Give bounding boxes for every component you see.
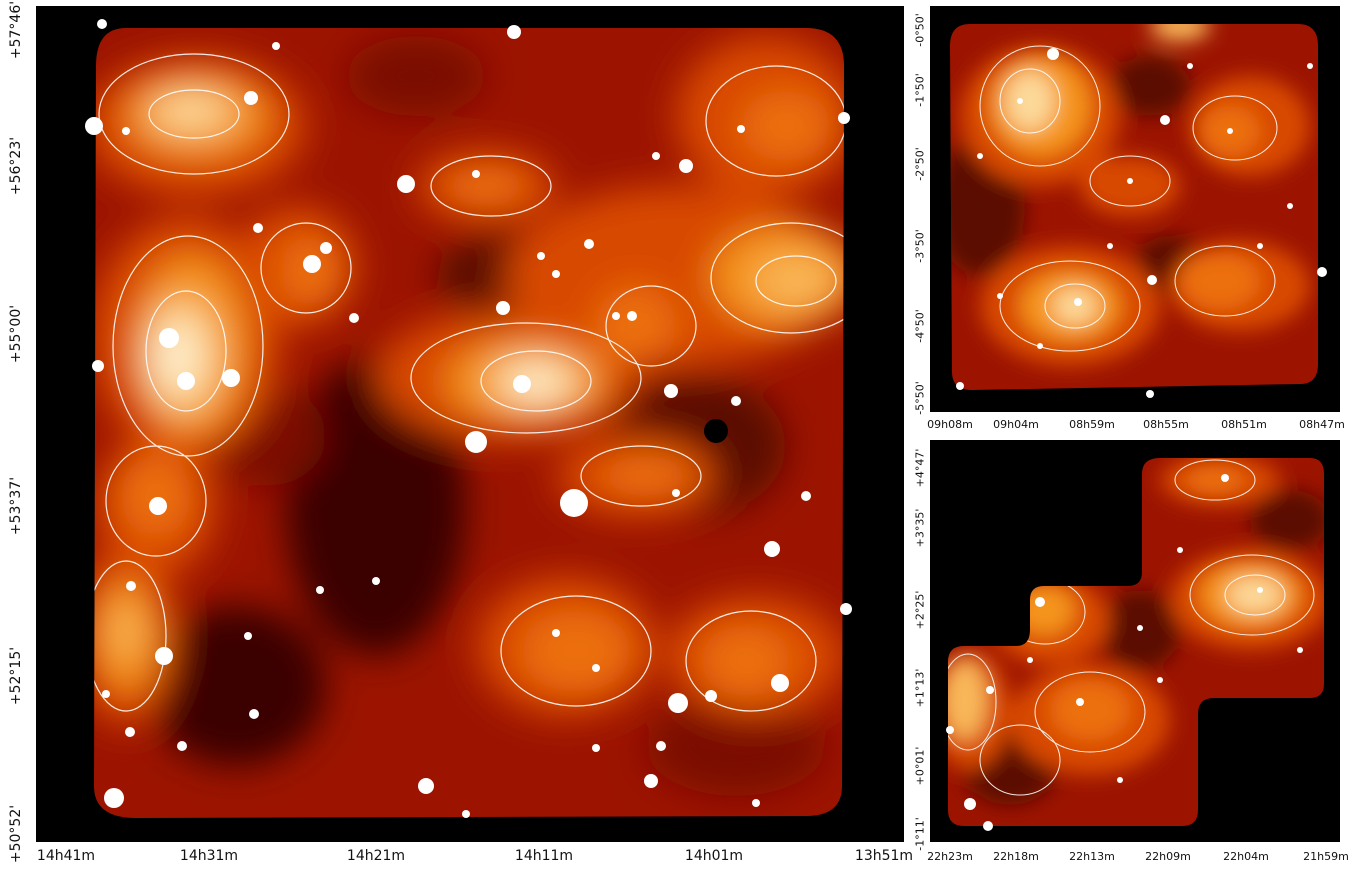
dec-label: -4°50' bbox=[913, 309, 927, 343]
ra-label: 08h51m bbox=[1221, 418, 1267, 431]
dec-label: +0°01' bbox=[913, 746, 927, 786]
ra-label: 08h55m bbox=[1143, 418, 1189, 431]
dec-label: -0°50' bbox=[913, 13, 927, 47]
main-density-map bbox=[36, 6, 904, 842]
dec-label: -1°50' bbox=[913, 73, 927, 107]
ra-label: 08h47m bbox=[1299, 418, 1345, 431]
ra-label: 14h21m bbox=[346, 848, 406, 864]
dec-label: +2°25' bbox=[913, 590, 927, 630]
dec-label: +56°23' bbox=[8, 136, 24, 196]
dec-label: +1°13' bbox=[913, 668, 927, 708]
upper-right-density-map bbox=[930, 6, 1340, 412]
ra-label: 21h59m bbox=[1303, 850, 1349, 863]
ra-label: 08h59m bbox=[1069, 418, 1115, 431]
main-map-svg bbox=[85, 19, 852, 818]
ra-label: 13h51m bbox=[854, 848, 914, 864]
dec-label: +52°15' bbox=[8, 646, 24, 706]
dec-label: +4°47' bbox=[913, 448, 927, 488]
source-markers bbox=[956, 48, 1327, 398]
dec-label: +50°52' bbox=[8, 804, 24, 864]
dec-label: +57°46' bbox=[8, 0, 24, 60]
ra-label: 22h09m bbox=[1145, 850, 1191, 863]
upper-map-svg bbox=[950, 24, 1327, 398]
dec-label: -3°50' bbox=[913, 229, 927, 263]
ra-label: 22h23m bbox=[927, 850, 973, 863]
ra-label: 09h08m bbox=[927, 418, 973, 431]
dec-label: -1°11' bbox=[913, 817, 927, 851]
ra-label: 22h18m bbox=[993, 850, 1039, 863]
dec-label: +3°35' bbox=[913, 508, 927, 548]
source-markers bbox=[85, 19, 852, 818]
source-markers bbox=[946, 474, 1303, 831]
dec-label: +55°00' bbox=[8, 304, 24, 364]
ra-label: 14h31m bbox=[179, 848, 239, 864]
lower-map-svg bbox=[946, 458, 1324, 831]
ra-label: 22h04m bbox=[1223, 850, 1269, 863]
ra-label: 09h04m bbox=[993, 418, 1039, 431]
dec-label: -5°50' bbox=[913, 381, 927, 415]
dec-label: +53°37' bbox=[8, 476, 24, 536]
ra-label: 14h41m bbox=[36, 848, 96, 864]
dec-label: -2°50' bbox=[913, 147, 927, 181]
ra-label: 14h01m bbox=[684, 848, 744, 864]
ra-label: 14h11m bbox=[514, 848, 574, 864]
ra-label: 22h13m bbox=[1069, 850, 1115, 863]
lower-right-density-map bbox=[930, 440, 1340, 842]
